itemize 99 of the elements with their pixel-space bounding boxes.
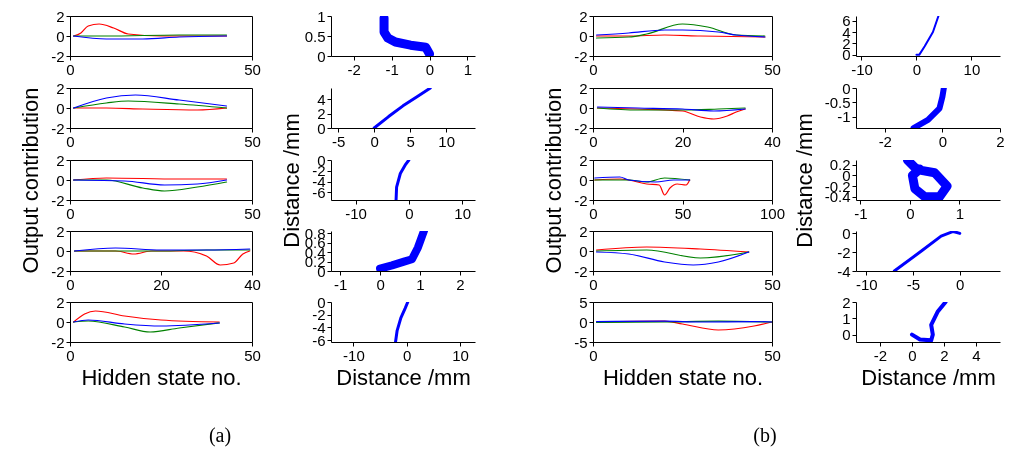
y-tick-label: 2	[842, 293, 851, 311]
text: (b)	[753, 424, 777, 447]
y-tick-label: 0	[317, 47, 326, 65]
x-tick-label: 50	[244, 132, 261, 150]
y-tick-label: -2	[574, 119, 588, 137]
y-tick-label: 0	[579, 99, 588, 117]
x-axis-title: Hidden state no.	[81, 364, 242, 390]
y-tick-label: 0	[56, 313, 65, 331]
y-tick-label: -2	[51, 191, 65, 209]
text: (a)	[208, 424, 232, 447]
x-tick-label: 5	[406, 132, 415, 150]
y-tick-label: -2	[574, 262, 588, 280]
y-tick-label: -2	[837, 243, 851, 261]
y-tick-label: 2	[56, 151, 65, 169]
y-tick-label: 0	[56, 99, 65, 117]
y-tick-label: 1	[842, 309, 851, 327]
x-tick-label: 4	[972, 346, 981, 364]
x-tick-label: 0	[405, 204, 414, 222]
x-tick-label: -10	[343, 346, 365, 364]
x-tick-label: 50	[244, 60, 261, 78]
y-tick-label: 0	[842, 326, 851, 344]
x-tick-label: 50	[244, 346, 261, 364]
x-tick-label: 0	[370, 132, 379, 150]
y-tick-label: 2	[579, 79, 588, 97]
x-tick-label: 20	[674, 132, 692, 150]
x-tick-label: -10	[851, 60, 873, 78]
x-tick-label: -5	[332, 132, 346, 150]
y-axis-title: Distance /mm	[791, 113, 817, 248]
x-tick-label: 40	[244, 275, 261, 293]
y-tick-label: -2	[51, 333, 65, 351]
x-tick-label: 40	[764, 132, 781, 150]
x-tick-label: 2	[940, 346, 949, 364]
y-tick-label: 2	[56, 222, 65, 240]
y-tick-label: 2	[579, 222, 588, 240]
x-tick-label: -2	[873, 346, 888, 364]
y-axis-title: Output contribution	[541, 87, 567, 274]
y-tick-label: 0	[842, 224, 851, 242]
y-tick-label: -2	[574, 191, 588, 209]
x-tick-label: -10	[345, 204, 367, 222]
y-tick-label: 0	[56, 171, 65, 189]
y-tick-label: 0	[579, 313, 588, 331]
x-tick-label: 20	[153, 275, 170, 293]
x-tick-label: -1	[334, 275, 348, 293]
x-tick-label: -10	[855, 275, 878, 293]
y-tick-label: -2	[51, 47, 65, 65]
x-tick-label: 0	[908, 346, 917, 364]
x-axis-title: Distance /mm	[336, 364, 471, 390]
y-tick-label: 0.5	[304, 27, 326, 45]
x-tick-label: 2	[456, 275, 465, 293]
x-tick-label: 100	[759, 204, 786, 222]
y-tick-label: 0	[317, 293, 326, 311]
y-tick-label: -2	[51, 262, 65, 280]
x-tick-label: 0	[956, 275, 965, 293]
x-tick-label: -1	[385, 60, 399, 78]
x-tick-label: 0	[906, 204, 915, 222]
y-tick-label: 0	[56, 27, 65, 45]
x-tick-label: 50	[244, 204, 261, 222]
y-tick-label: 5	[579, 293, 588, 311]
x-tick-label: 50	[764, 60, 781, 78]
y-tick-label: 2	[56, 7, 65, 25]
y-tick-label: -1	[837, 108, 851, 126]
x-tick-label: 10	[438, 132, 456, 150]
y-tick-label: 2	[56, 79, 65, 97]
x-axis-title: Distance /mm	[861, 364, 996, 390]
y-tick-label: 4	[317, 90, 326, 108]
x-tick-label: -5	[906, 275, 921, 293]
x-tick-label: 1	[955, 204, 965, 222]
y-tick-label: 2	[579, 7, 588, 25]
y-tick-label: 2	[579, 151, 588, 169]
x-tick-label: -1	[854, 204, 868, 222]
x-tick-label: 50	[764, 346, 781, 364]
x-tick-label: 50	[674, 204, 692, 222]
x-tick-label: 50	[764, 275, 781, 293]
y-axis-title: Output contribution	[18, 87, 44, 274]
x-tick-label: 10	[963, 60, 981, 78]
x-tick-label: 2	[996, 132, 1005, 150]
y-tick-label: -2	[51, 119, 65, 137]
x-tick-label: 0	[376, 275, 385, 293]
x-tick-label: 10	[454, 204, 472, 222]
x-tick-label: 10	[452, 346, 469, 364]
y-tick-label: 2	[56, 293, 65, 311]
x-tick-label: 0	[403, 346, 412, 364]
x-axis-title: Hidden state no.	[602, 364, 764, 390]
x-tick-label: 0	[938, 132, 948, 150]
y-tick-label: 1	[317, 7, 326, 25]
y-tick-label: 0	[579, 242, 588, 260]
x-tick-label: 1	[416, 275, 425, 293]
y-tick-label: -2	[574, 47, 588, 65]
y-tick-label: 0	[56, 242, 65, 260]
y-tick-label: -5	[574, 333, 588, 351]
x-tick-label: -2	[347, 60, 361, 78]
y-tick-label: -4	[837, 262, 851, 280]
y-axis-title: Distance /mm	[279, 113, 305, 248]
x-tick-label: 1	[463, 60, 473, 78]
x-tick-label: 0	[425, 60, 435, 78]
x-tick-label: 0	[912, 60, 922, 78]
x-tick-label: -2	[878, 132, 892, 150]
y-tick-label: 0	[579, 27, 588, 45]
y-tick-label: 0	[579, 171, 588, 189]
